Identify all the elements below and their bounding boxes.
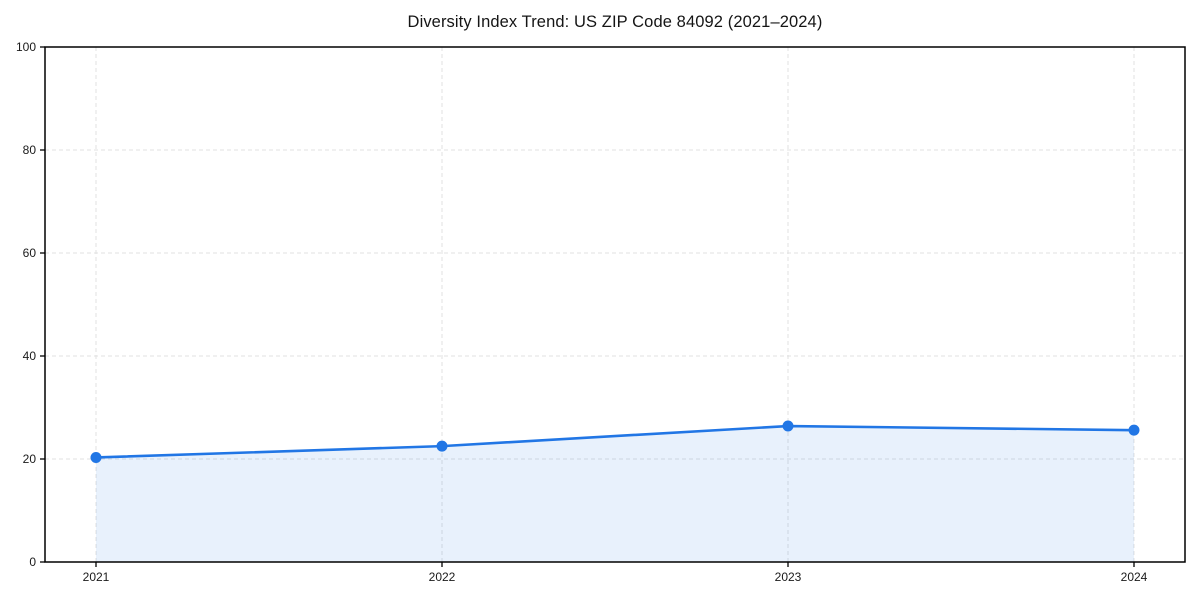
x-tick-label: 2022 — [429, 570, 456, 584]
x-tick-label: 2023 — [775, 570, 802, 584]
y-tick-label: 0 — [29, 555, 36, 569]
y-tick-label: 40 — [23, 349, 37, 363]
y-tick-label: 60 — [23, 246, 37, 260]
area-fill — [96, 426, 1134, 562]
data-point-marker — [1128, 424, 1140, 436]
data-point-marker — [782, 420, 794, 432]
y-tick-label: 80 — [23, 143, 37, 157]
data-point-marker — [90, 451, 102, 463]
trend-line — [94, 424, 1136, 459]
x-tick-label: 2024 — [1121, 570, 1148, 584]
y-tick-label: 100 — [16, 40, 36, 54]
chart-title: Diversity Index Trend: US ZIP Code 84092… — [407, 13, 823, 31]
y-tick-label: 20 — [23, 452, 37, 466]
data-point-marker — [436, 440, 448, 452]
x-tick-label: 2021 — [83, 570, 110, 584]
plot-area-border — [44, 46, 1186, 563]
